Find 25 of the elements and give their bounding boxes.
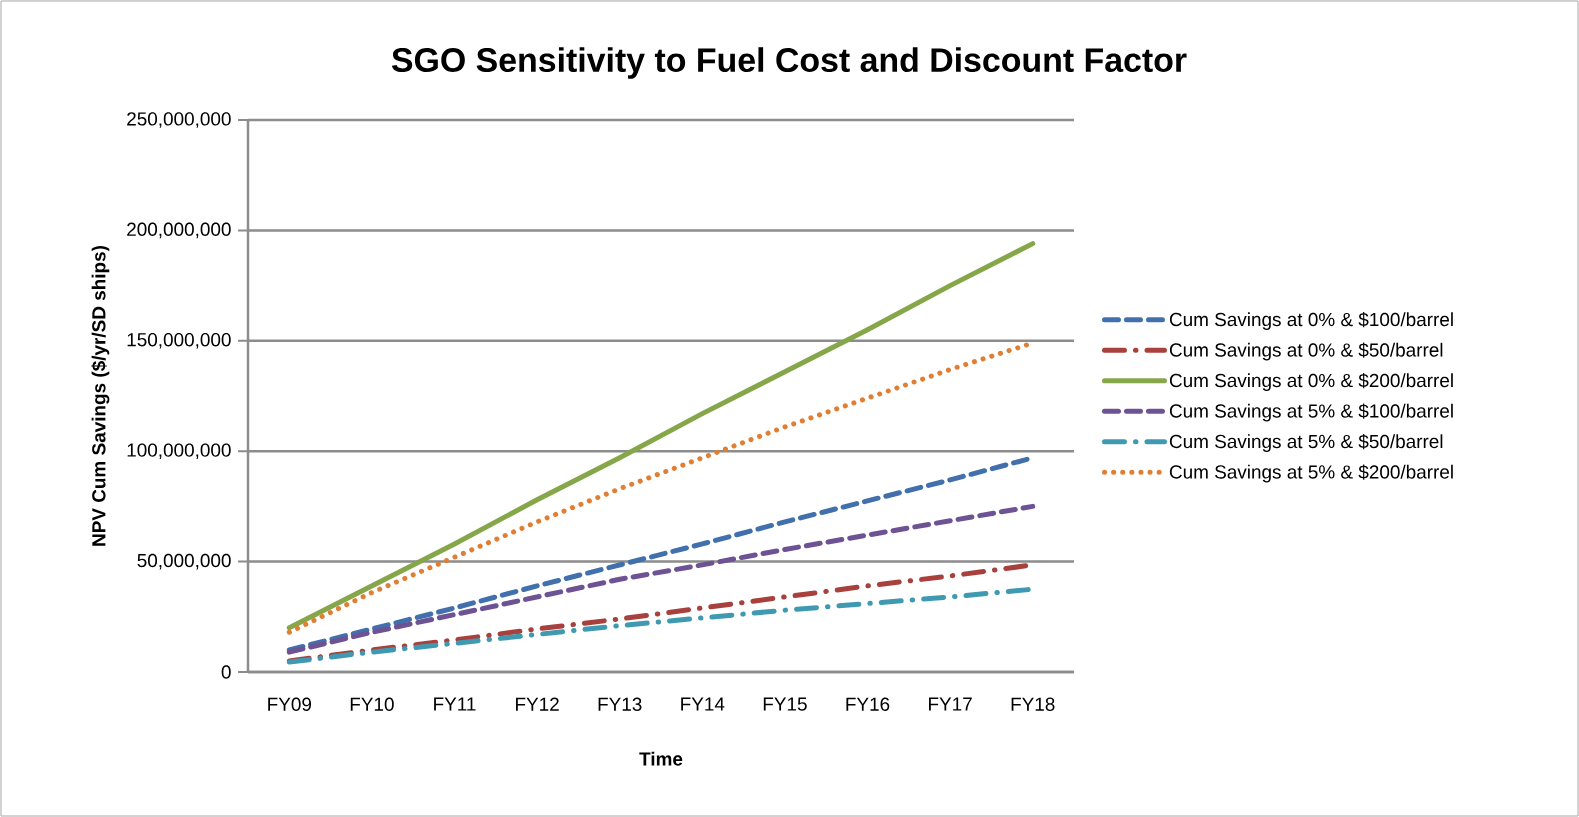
legend-label: Cum Savings at 5% & $50/barrel (1169, 433, 1443, 452)
legend-label: Cum Savings at 5% & $100/barrel (1169, 403, 1453, 422)
y-axis-title: NPV Cum Savings ($/yr/SD ships) (91, 246, 110, 546)
x-tick-label: FY18 (1011, 697, 1055, 711)
x-tick-label: FY10 (350, 697, 394, 711)
x-tick-label: FY16 (846, 697, 890, 711)
legend-label: Cum Savings at 0% & $100/barrel (1169, 312, 1453, 330)
legend-label: Cum Savings at 5% & $200/barrel (1169, 464, 1453, 483)
x-tick-label: FY12 (516, 697, 559, 711)
x-tick-label: FY09 (268, 697, 312, 711)
x-tick-label: FY17 (929, 697, 972, 711)
y-tick-label: 50,000,000 (137, 553, 231, 570)
x-axis-title: Time (639, 751, 683, 766)
x-tick-label: FY11 (434, 697, 476, 711)
y-tick-label: 100,000,000 (127, 443, 231, 460)
x-tick-label: FY15 (763, 697, 807, 711)
x-tick-label: FY14 (681, 697, 725, 711)
y-tick-label: 150,000,000 (127, 332, 231, 349)
chart-title: SGO Sensitivity to Fuel Cost and Discount Factor (391, 47, 1187, 79)
y-tick-label: 0 (221, 665, 231, 679)
y-tick-label: 200,000,000 (127, 222, 231, 239)
legend-label: Cum Savings at 0% & $50/barrel (1169, 342, 1443, 361)
y-tick-label: 250,000,000 (127, 112, 231, 128)
legend-label: Cum Savings at 0% & $200/barrel (1169, 373, 1453, 391)
x-tick-label: FY13 (598, 697, 642, 711)
